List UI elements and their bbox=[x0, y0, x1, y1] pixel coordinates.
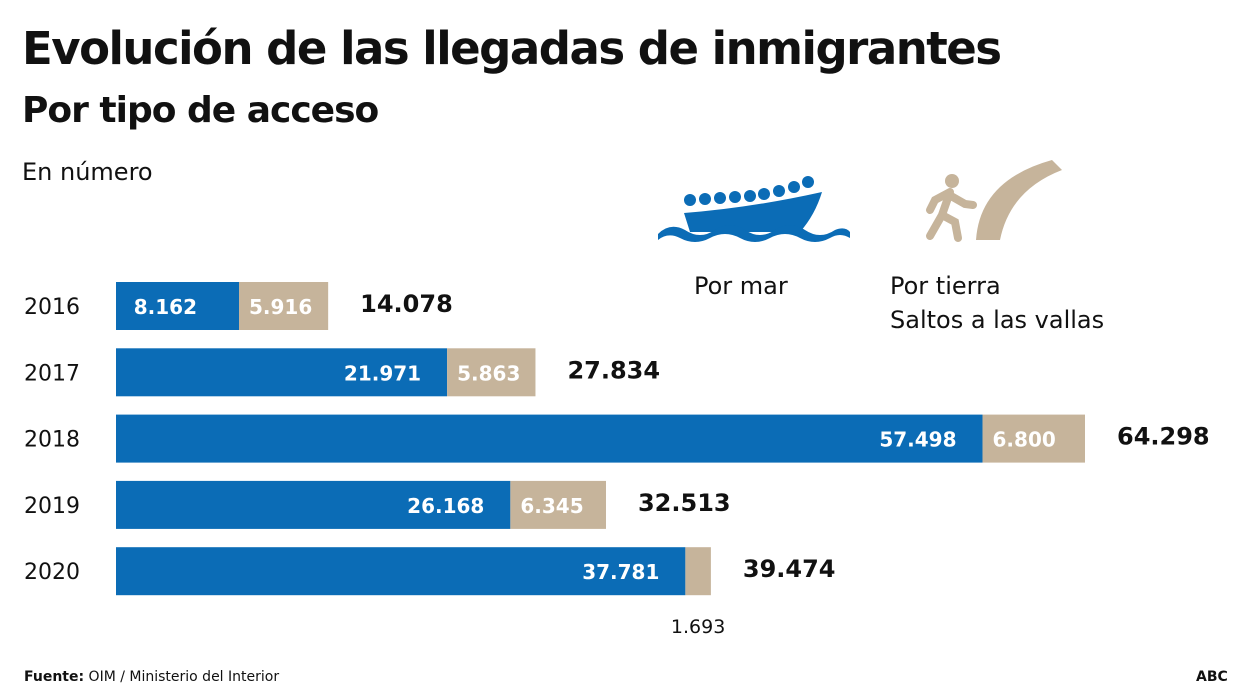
year-label: 2019 bbox=[24, 494, 80, 519]
sea-value-label: 26.168 bbox=[407, 494, 484, 518]
chart-title: Evolución de las llegadas de inmigrantes bbox=[22, 22, 1002, 75]
year-label: 2016 bbox=[24, 295, 80, 320]
land-value-label: 6.345 bbox=[520, 494, 583, 518]
land-value-label: 6.800 bbox=[993, 428, 1056, 452]
sea-bar bbox=[116, 480, 511, 529]
brand-logo: ABC bbox=[1196, 669, 1228, 685]
sea-bar bbox=[116, 282, 240, 330]
source-text: OIM / Ministerio del Interior bbox=[88, 669, 280, 685]
legend-sea-label: Por mar bbox=[694, 272, 788, 300]
sea-value-label: 37.781 bbox=[582, 560, 659, 584]
legend-land-label: Por tierra bbox=[890, 272, 1001, 300]
source-label: Fuente: bbox=[24, 669, 85, 685]
year-label: 2018 bbox=[24, 428, 80, 453]
source-note: Fuente: OIM / Ministerio del Interior bbox=[24, 669, 279, 685]
sea-bar bbox=[116, 348, 448, 397]
chart-subtitle: Por tipo de acceso bbox=[22, 90, 379, 131]
land-bar bbox=[239, 282, 329, 330]
unit-label: En número bbox=[22, 158, 153, 186]
sea-bar bbox=[116, 547, 686, 596]
sea-value-label: 8.162 bbox=[134, 295, 197, 319]
land-value-label: 1.693 bbox=[671, 616, 725, 638]
land-bar bbox=[982, 414, 1085, 463]
total-value-label: 32.513 bbox=[638, 489, 731, 517]
total-value-label: 64.298 bbox=[1117, 423, 1210, 451]
total-value-label: 14.078 bbox=[360, 290, 453, 318]
sea-value-label: 21.971 bbox=[344, 361, 421, 385]
sea-bar bbox=[116, 414, 983, 463]
sea-value-label: 57.498 bbox=[879, 428, 956, 452]
boat-icon bbox=[658, 176, 850, 242]
total-value-label: 39.474 bbox=[743, 555, 836, 583]
land-value-label: 5.863 bbox=[457, 361, 520, 385]
land-bar bbox=[447, 348, 536, 397]
land-bar bbox=[685, 547, 711, 596]
year-label: 2020 bbox=[24, 560, 80, 585]
legend-land-sublabel: Saltos a las vallas bbox=[890, 306, 1105, 334]
total-value-label: 27.834 bbox=[567, 356, 660, 384]
year-label: 2017 bbox=[24, 361, 80, 386]
land-bar bbox=[510, 480, 606, 529]
person-climbing-fence-icon bbox=[926, 160, 1062, 242]
land-value-label: 5.916 bbox=[249, 295, 312, 319]
